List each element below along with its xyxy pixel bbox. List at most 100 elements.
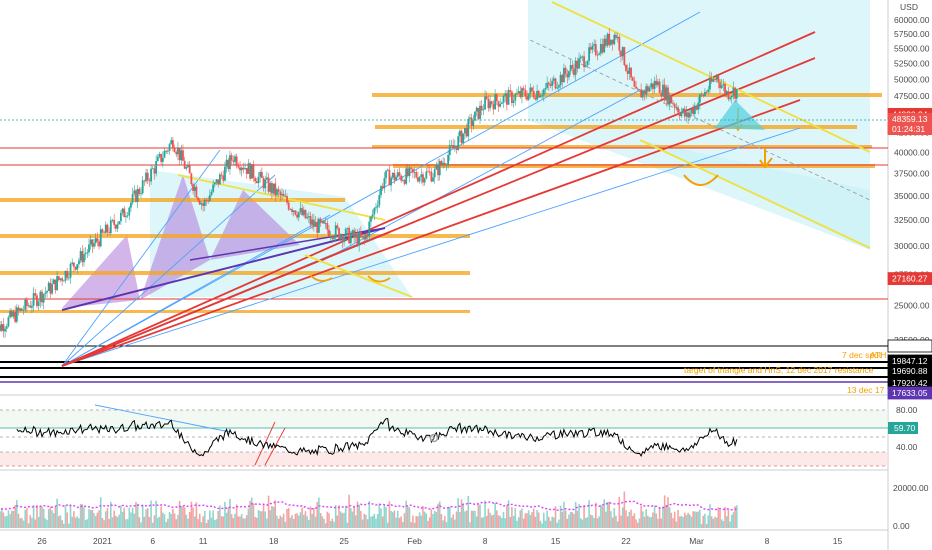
candle xyxy=(358,228,361,252)
volume-bar xyxy=(254,516,256,528)
price-level-value: 17633.05 xyxy=(892,388,928,398)
candle xyxy=(344,227,347,238)
cyan-triangle xyxy=(715,100,765,130)
candle xyxy=(401,176,404,182)
volume-bar xyxy=(64,505,67,528)
candle xyxy=(413,167,416,179)
volume-bar xyxy=(465,510,468,528)
volume-bar xyxy=(282,513,285,528)
candle xyxy=(51,278,53,296)
triangle-lower-line xyxy=(61,227,386,311)
rsi-axis-label-80: 80.00 xyxy=(896,405,918,415)
candle xyxy=(215,178,218,186)
volume-bar xyxy=(215,519,218,528)
volume-bar xyxy=(376,514,379,528)
volume-bar xyxy=(433,510,436,528)
volume-bar xyxy=(521,508,523,528)
candle xyxy=(224,161,226,182)
currency-label[interactable]: USD xyxy=(900,2,918,12)
candle xyxy=(31,300,33,314)
candle xyxy=(255,178,258,184)
time-axis[interactable]: 26 2021 6 11 18 25 Feb 8 15 22 Mar 8 15 xyxy=(37,536,842,546)
candle xyxy=(96,232,99,247)
candle xyxy=(277,185,280,198)
volume-bar xyxy=(526,513,528,528)
volume-bar xyxy=(247,508,250,528)
volume-bar xyxy=(422,506,424,528)
volume-bar xyxy=(558,519,560,528)
candle xyxy=(74,266,77,271)
price-level-badge: 17633.05 xyxy=(887,386,932,400)
volume-bar xyxy=(655,513,658,528)
candle xyxy=(418,175,421,184)
candle xyxy=(396,169,399,179)
volume-bar xyxy=(361,519,364,528)
volume-bar xyxy=(170,513,173,528)
volume-bar xyxy=(705,523,708,528)
candle xyxy=(438,158,441,181)
gear-icon[interactable] xyxy=(429,433,439,443)
volume-bar xyxy=(591,515,594,528)
candle xyxy=(472,114,475,130)
candle xyxy=(289,208,292,211)
down-arrow-icon xyxy=(759,148,773,169)
volume-bar xyxy=(284,521,287,528)
candle xyxy=(25,296,28,312)
volume-bar xyxy=(336,515,339,528)
candle xyxy=(495,93,498,105)
volume-bar xyxy=(454,519,456,528)
candle xyxy=(318,217,320,234)
volume-bar xyxy=(719,510,721,528)
volume-bar xyxy=(618,496,621,528)
volume-bar xyxy=(214,520,216,528)
candle xyxy=(116,221,119,233)
candle xyxy=(648,85,651,92)
price-axis-label: 52500.00 xyxy=(894,59,930,69)
candle xyxy=(230,152,233,166)
volume-bar xyxy=(490,515,493,528)
volume-bar xyxy=(616,521,619,528)
candle xyxy=(376,200,379,214)
candle xyxy=(403,178,406,186)
volume-bar xyxy=(182,506,184,528)
candle xyxy=(170,136,173,145)
candle xyxy=(336,223,339,231)
volume-bar xyxy=(694,511,696,528)
volume-bar xyxy=(571,512,574,528)
candle xyxy=(457,132,460,152)
volume-bar xyxy=(663,495,666,528)
candle xyxy=(603,34,606,54)
price-axis-label: 40000.00 xyxy=(894,147,930,157)
candle xyxy=(180,144,183,166)
candle xyxy=(56,270,59,292)
volume-bar xyxy=(93,513,95,528)
candle xyxy=(329,231,332,241)
volume-bar xyxy=(224,501,226,528)
time-axis-label: 25 xyxy=(339,536,349,546)
candle xyxy=(328,224,330,238)
volume-bars xyxy=(0,491,738,528)
price-level-value: 27160.27 xyxy=(892,274,928,284)
candle xyxy=(432,172,434,183)
volume-bar xyxy=(385,507,387,528)
volume-bar xyxy=(245,515,248,528)
candle xyxy=(494,89,497,110)
volume-bar xyxy=(610,511,612,528)
candle xyxy=(477,107,480,121)
volume-bar xyxy=(512,515,515,528)
volume-bar xyxy=(296,513,298,528)
volume-bar xyxy=(485,515,488,528)
arc-2 xyxy=(367,275,391,283)
volume-bar xyxy=(187,518,189,528)
volume-bar xyxy=(605,511,607,528)
rsi-overbought-zone xyxy=(0,410,888,428)
volume-bar xyxy=(470,510,473,528)
candle xyxy=(185,164,188,171)
volume-bar xyxy=(239,516,241,528)
candle xyxy=(719,78,721,95)
candle xyxy=(135,189,137,203)
volume-bar xyxy=(665,504,668,528)
volume-bar xyxy=(660,518,663,528)
volume-bar xyxy=(287,508,290,528)
